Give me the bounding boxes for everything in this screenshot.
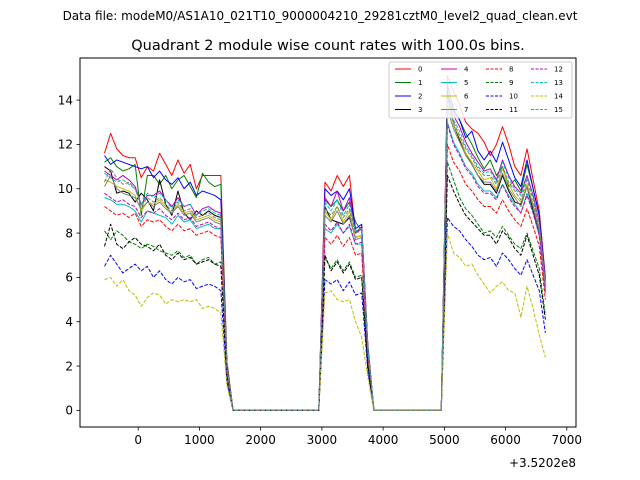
x-tick-label: 5000 xyxy=(429,433,460,447)
y-tick-label: 8 xyxy=(65,226,73,240)
series-line-1 xyxy=(104,92,546,411)
y-tick-label: 14 xyxy=(58,93,73,107)
legend-label-2: 2 xyxy=(418,93,422,101)
series-line-11 xyxy=(104,174,546,411)
y-tick-label: 2 xyxy=(65,359,73,373)
x-tick-label: 7000 xyxy=(552,433,583,447)
legend-label-11: 11 xyxy=(509,106,518,114)
series-line-15 xyxy=(104,101,546,411)
y-axis: 0 2 4 6 8 10 12 14 xyxy=(58,93,80,418)
series-line-13 xyxy=(104,99,546,411)
legend-label-9: 9 xyxy=(509,79,513,87)
x-offset-label: +3.5202e8 xyxy=(509,456,576,470)
series-line-2 xyxy=(104,84,546,411)
chart-title: Quadrant 2 module wise count rates with … xyxy=(131,38,525,54)
series-layer xyxy=(104,75,546,411)
legend-label-8: 8 xyxy=(509,66,513,74)
legend-label-12: 12 xyxy=(554,66,563,74)
legend-label-6: 6 xyxy=(464,93,469,101)
series-line-5 xyxy=(104,121,546,411)
x-tick-label: 2000 xyxy=(245,433,276,447)
x-axis: 0 1000 2000 3000 4000 5000 6000 7000 xyxy=(134,427,582,447)
legend-label-13: 13 xyxy=(554,79,563,87)
legend-label-5: 5 xyxy=(464,79,468,87)
x-tick-label: 6000 xyxy=(490,433,521,447)
series-line-14 xyxy=(104,232,546,411)
legend-frame xyxy=(388,61,573,119)
y-tick-label: 12 xyxy=(58,138,73,152)
series-line-4 xyxy=(104,97,546,411)
y-tick-label: 0 xyxy=(65,404,73,418)
legend-label-1: 1 xyxy=(418,79,422,87)
figure-suptitle: Data file: modeM0/AS1A10_021T10_90000042… xyxy=(63,9,578,23)
series-line-10 xyxy=(104,217,546,411)
plot-area xyxy=(79,57,577,428)
legend-label-3: 3 xyxy=(418,106,422,114)
legend-label-4: 4 xyxy=(464,66,469,74)
axes-frame xyxy=(79,57,577,428)
x-tick-label: 3000 xyxy=(307,433,338,447)
y-tick-label: 10 xyxy=(58,182,73,196)
legend-label-10: 10 xyxy=(509,93,518,101)
legend-label-14: 14 xyxy=(554,93,563,101)
series-line-8 xyxy=(104,143,546,411)
y-tick-label: 6 xyxy=(65,271,73,285)
series-line-0 xyxy=(104,75,546,411)
legend-label-15: 15 xyxy=(554,106,563,114)
x-tick-label: 0 xyxy=(134,433,142,447)
y-tick-label: 4 xyxy=(65,315,73,329)
x-tick-label: 4000 xyxy=(368,433,399,447)
legend-label-7: 7 xyxy=(464,106,468,114)
x-tick-label: 1000 xyxy=(184,433,215,447)
legend-label-0: 0 xyxy=(418,66,422,74)
